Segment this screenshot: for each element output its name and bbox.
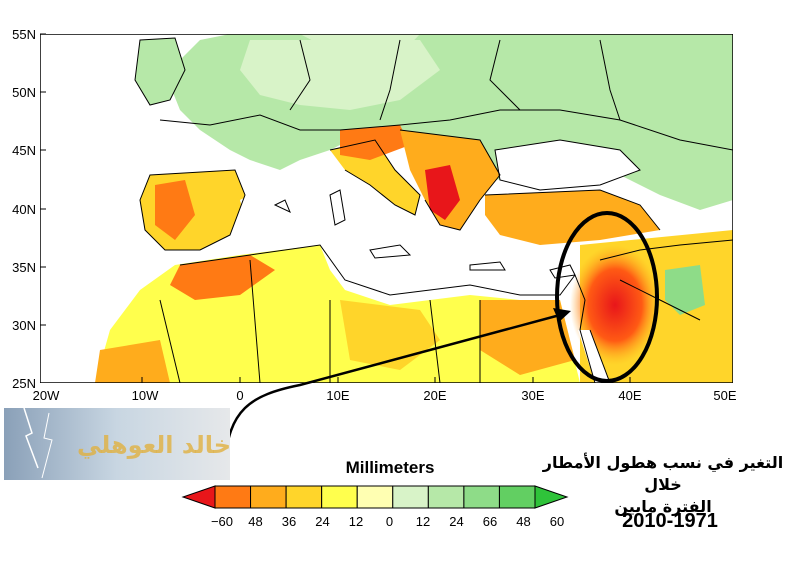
colorbar-tick-label: 24 (315, 514, 329, 529)
colorbar-tick-label: 0 (386, 514, 393, 529)
colorbar-tick-label: 60 (550, 514, 564, 529)
lightning-icon (41, 412, 53, 479)
colorbar-tick-label: 48 (248, 514, 262, 529)
title-line1: التغير في نسب هطول الأمطار خلال (542, 453, 784, 494)
lon-label: 10W (132, 388, 159, 403)
mediterranean-sea (240, 170, 575, 295)
watermark-logo: خالد العوهلي (4, 408, 230, 480)
iran-green (665, 265, 705, 315)
lightning-icon (23, 408, 39, 469)
levant-highlight-ellipse (555, 211, 659, 383)
colorbar-tick-label: −60 (211, 514, 233, 529)
red-sea (578, 330, 610, 383)
map-panel (40, 34, 733, 383)
lat-axis: 55N 50N 45N 40N 35N 30N 25N (12, 27, 36, 391)
lon-label: 40E (618, 388, 641, 403)
legend-ticks: −60 48 36 24 12 0 12 24 66 48 60 (211, 514, 564, 529)
colorbar-tick-label: 12 (416, 514, 430, 529)
lon-label: 30E (521, 388, 544, 403)
colorbar-tick-label: 48 (516, 514, 530, 529)
levant-hotspot (570, 245, 660, 365)
colorbar-segment (534, 485, 569, 509)
lat-label: 30N (12, 318, 36, 333)
colorbar-segment (181, 485, 216, 509)
atlantic-ocean (40, 34, 150, 383)
year-range: 2010-1971 (622, 510, 718, 532)
lat-label: 25N (12, 376, 36, 391)
map-title: التغير في نسب هطول الأمطار خلال الفترة م… (528, 452, 798, 518)
coastlines (134, 37, 733, 383)
colorbar-segment (356, 485, 394, 509)
colorbar-tick-label: 24 (449, 514, 463, 529)
lon-label: 10E (326, 388, 349, 403)
colorbar-segment (214, 485, 252, 509)
lat-label: 40N (12, 202, 36, 217)
colorbar-segment (285, 485, 323, 509)
balkans-red (425, 165, 460, 220)
europe-land-light (240, 40, 440, 110)
title-line2: الفترة مابين (614, 497, 712, 516)
maghreb-red (170, 255, 275, 300)
lat-label: 45N (12, 143, 36, 158)
sahara-orange (340, 300, 440, 370)
colorbar-segment (321, 485, 358, 509)
north-italy-red (340, 125, 410, 160)
lon-label: 20E (423, 388, 446, 403)
colorbar-segment (392, 485, 429, 509)
iberia-red (155, 180, 195, 240)
colorbar-segment (427, 485, 465, 509)
legend-units: Millimeters (345, 458, 435, 477)
scandinavia-land (300, 34, 420, 60)
black-sea (495, 140, 640, 190)
turkey-land (485, 190, 660, 245)
lon-label: 0 (236, 388, 243, 403)
colorbar-tick-label: 12 (349, 514, 363, 529)
lon-label: 50E (713, 388, 736, 403)
lat-label: 50N (12, 85, 36, 100)
lon-axis: 20W 10W 0 10E 20E 30E 40E 50E (33, 388, 737, 403)
egypt-orange (480, 300, 575, 375)
colorbar-tick-label: 36 (282, 514, 296, 529)
italy-land (330, 140, 420, 215)
uk-land (135, 38, 185, 105)
legend-colorbar (181, 485, 569, 509)
lon-label: 20W (33, 388, 60, 403)
west-africa-orange (95, 340, 170, 383)
logo-text: خالد العوهلي (77, 431, 230, 459)
lat-label: 35N (12, 260, 36, 275)
colorbar-segment (250, 485, 287, 509)
axis-ticks (40, 33, 631, 383)
lat-label: 55N (12, 27, 36, 42)
colorbar-tick-label: 66 (483, 514, 497, 529)
colorbar-segment (463, 485, 500, 509)
